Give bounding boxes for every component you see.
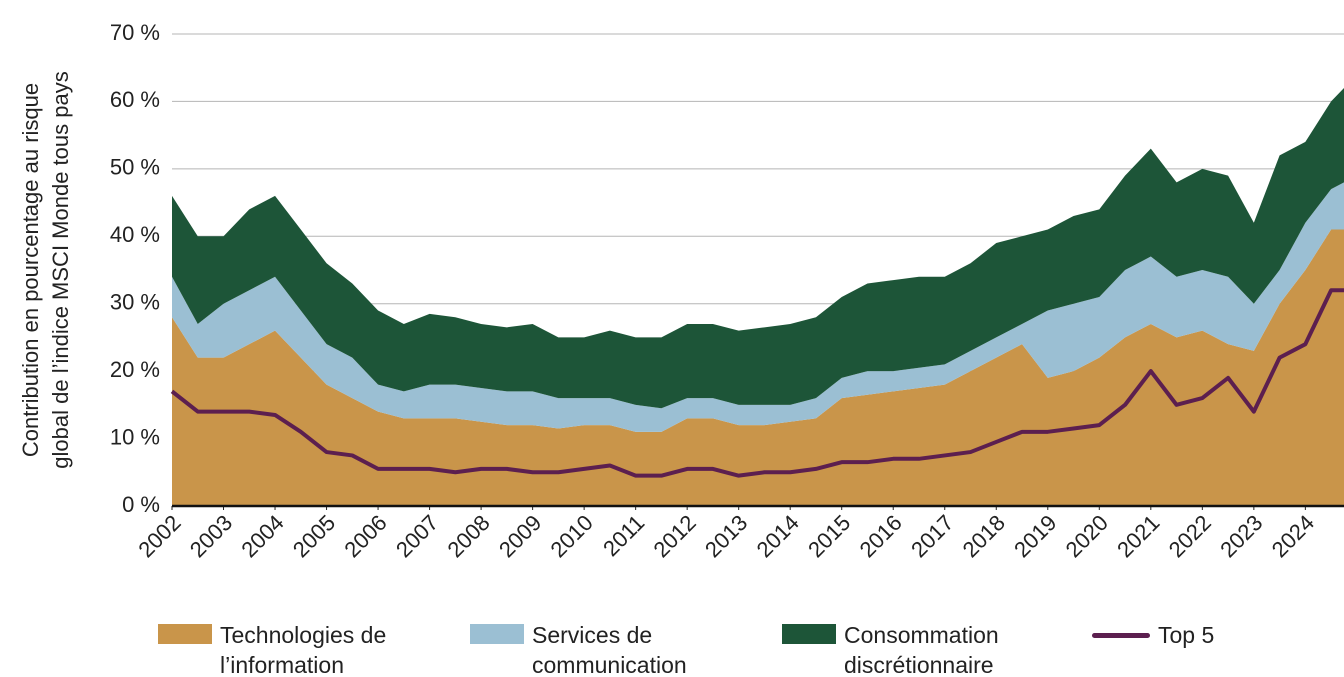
x-tick-label: 2004	[236, 510, 288, 562]
legend-item: Top 5	[1092, 620, 1214, 650]
legend-item: Consommation discrétionnaire	[782, 620, 1039, 677]
x-tick-label: 2017	[906, 510, 958, 562]
x-tick-label: 2008	[442, 510, 494, 562]
line	[170, 288, 1344, 478]
legend-swatch	[470, 624, 524, 644]
y-tick-label: 30 %	[110, 290, 160, 315]
x-tick-label: 2020	[1061, 510, 1113, 562]
x-tick-label: 2016	[855, 510, 907, 562]
y-tick-label: 40 %	[110, 222, 160, 247]
legend-label: Consommation discrétionnaire	[844, 622, 999, 677]
legend-item: Technologies de l’information	[158, 620, 405, 677]
y-tick-label: 50 %	[110, 155, 160, 180]
lines	[170, 288, 1344, 478]
area	[172, 229, 1344, 507]
x-tick-label: 2002	[133, 510, 185, 562]
area	[172, 87, 1344, 409]
y-axis-label: global de l’indice MSCI Monde tous pays	[48, 71, 73, 468]
x-tick-label: 2015	[803, 510, 855, 562]
x-tick-label: 2010	[545, 510, 597, 562]
y-tick-label: 10 %	[110, 424, 160, 449]
x-tick-label: 2005	[288, 510, 340, 562]
legend-label: Services de communication	[532, 622, 687, 677]
x-tick-label: 2023	[1215, 510, 1267, 562]
x-tick-label: 2018	[958, 510, 1010, 562]
y-tick-label: 70 %	[110, 20, 160, 45]
x-tick-label: 2019	[1009, 510, 1061, 562]
x-tick-label: 2006	[339, 510, 391, 562]
x-tick-label: 2014	[752, 510, 804, 562]
legend-label: Top 5	[1158, 622, 1215, 648]
legend-label: Technologies de l’information	[220, 622, 387, 677]
x-tick-label: 2007	[391, 510, 443, 562]
x-tick-label: 2009	[494, 510, 546, 562]
legend-swatch	[782, 624, 836, 644]
x-tick-label: 2021	[1112, 510, 1164, 562]
legend-swatch	[1092, 633, 1150, 638]
y-tick-label: 20 %	[110, 357, 160, 382]
y-tick-label: 60 %	[110, 87, 160, 112]
x-tick-label: 2013	[700, 510, 752, 562]
y-axis-label: Contribution en pourcentage au risque	[18, 83, 43, 457]
x-tick-label: 2003	[185, 510, 237, 562]
y-tick-label: 0 %	[122, 492, 160, 517]
areas	[172, 87, 1344, 507]
legend-item: Services de communication	[470, 620, 732, 677]
legend-swatch	[158, 624, 212, 644]
x-tick-label: 2011	[598, 510, 649, 561]
x-tick-label: 2022	[1164, 510, 1216, 562]
x-tick-label: 2024	[1267, 510, 1319, 562]
area	[172, 182, 1344, 432]
x-tick-label: 2012	[649, 510, 701, 562]
